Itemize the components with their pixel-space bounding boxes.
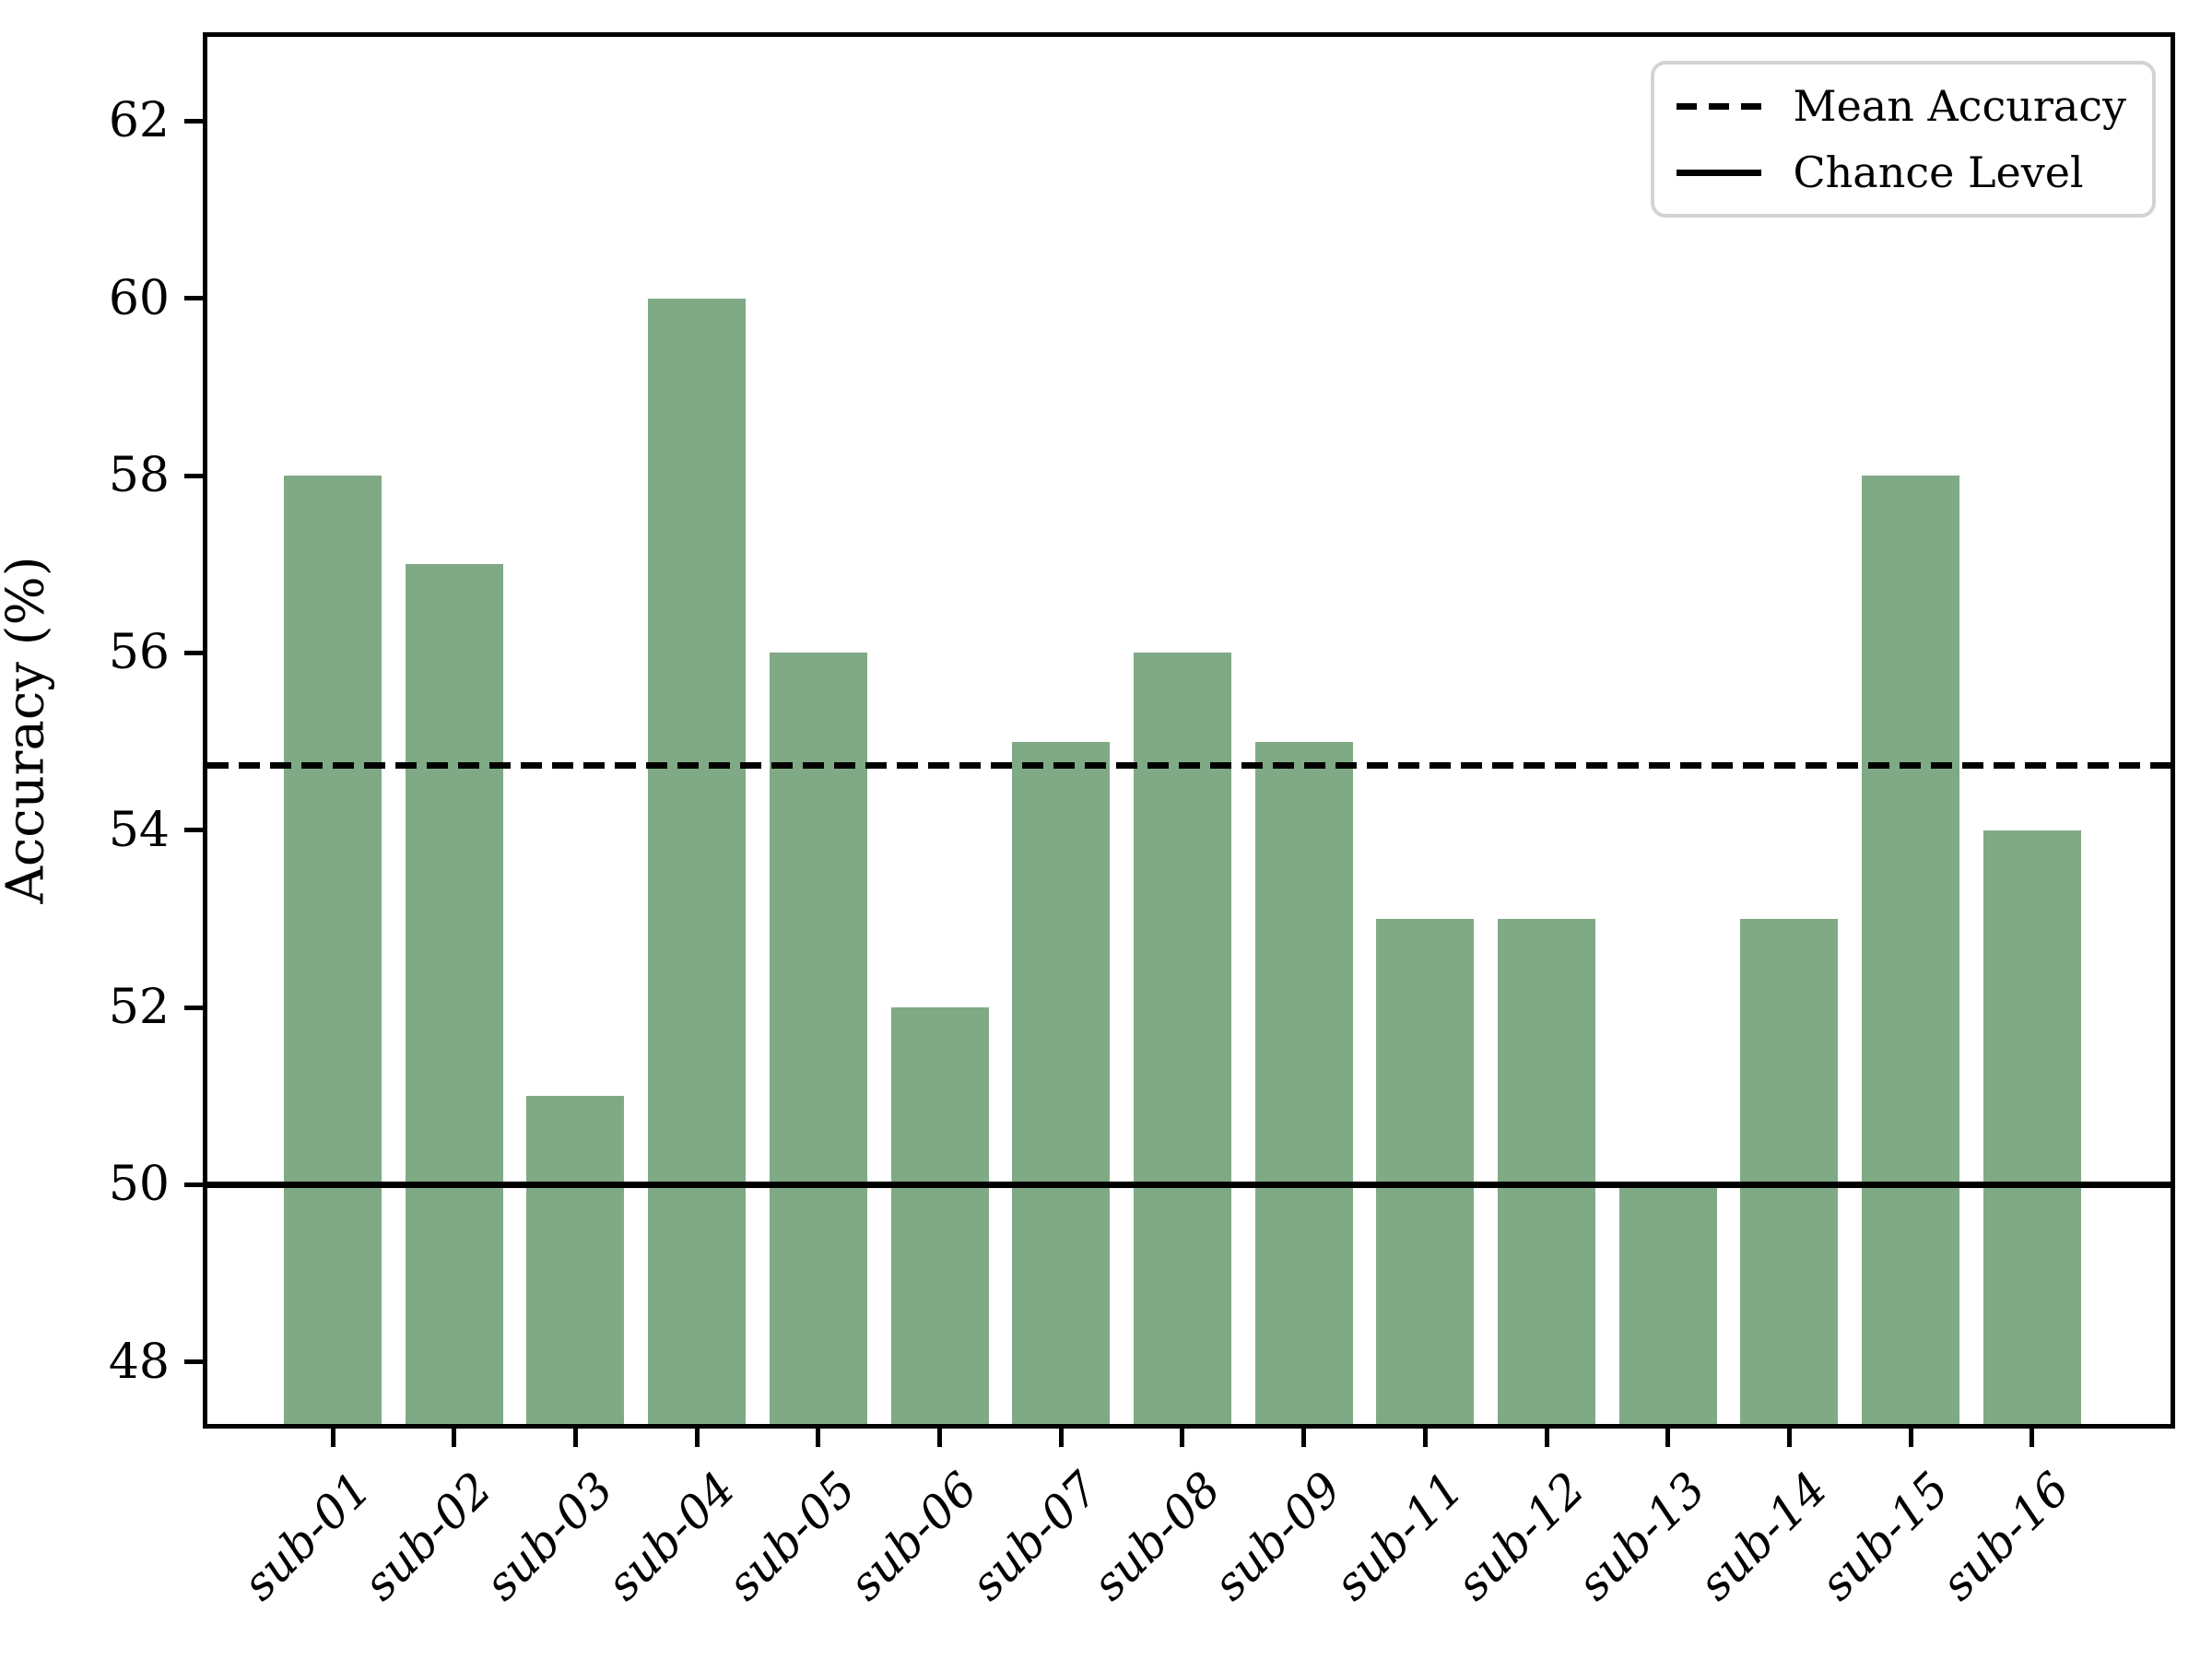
bar-sub-16 <box>1983 830 2081 1424</box>
bar-sub-06 <box>890 1007 989 1424</box>
x-tick-label-sub-07: sub-07 <box>959 1462 1110 1611</box>
x-tick-label-sub-05: sub-05 <box>717 1462 866 1611</box>
bottom-spine <box>203 1424 2175 1429</box>
y-tick-label-52: 52 <box>108 980 170 1036</box>
x-tick-sub-16 <box>2030 1424 2035 1447</box>
y-tick-48 <box>184 1359 207 1365</box>
x-tick-label-sub-13: sub-13 <box>1567 1462 1716 1611</box>
bar-sub-15 <box>1862 476 1960 1424</box>
legend-label: Mean Accuracy <box>1793 81 2126 131</box>
top-spine <box>203 32 2175 37</box>
x-tick-label-sub-14: sub-14 <box>1688 1462 1838 1611</box>
y-tick-label-48: 48 <box>108 1334 170 1390</box>
bar-sub-12 <box>1498 918 1595 1424</box>
x-tick-label-sub-11: sub-11 <box>1324 1462 1474 1611</box>
bar-sub-04 <box>648 298 747 1424</box>
legend-item-mean-accuracy: Mean Accuracy <box>1677 81 2126 131</box>
x-tick-sub-07 <box>1058 1424 1064 1447</box>
left-spine <box>203 32 207 1429</box>
y-tick-label-58: 58 <box>108 448 170 504</box>
x-tick-sub-12 <box>1544 1424 1549 1447</box>
bar-sub-07 <box>1012 741 1111 1424</box>
x-tick-label-sub-03: sub-03 <box>475 1462 624 1611</box>
x-tick-sub-04 <box>694 1424 700 1447</box>
mean-accuracy-line <box>207 761 2171 769</box>
bar-sub-05 <box>769 653 867 1424</box>
x-tick-sub-11 <box>1422 1424 1428 1447</box>
y-tick-56 <box>184 650 207 655</box>
x-tick-label-sub-04: sub-04 <box>595 1462 746 1611</box>
x-tick-label-sub-02: sub-02 <box>353 1462 502 1611</box>
y-tick-60 <box>184 296 207 301</box>
chance-level-line <box>207 1181 2171 1188</box>
y-tick-label-54: 54 <box>108 802 170 858</box>
legend-item-chance-level: Chance Level <box>1677 147 2126 197</box>
y-tick-label-50: 50 <box>108 1157 170 1213</box>
y-tick-label-60: 60 <box>108 270 170 326</box>
bar-sub-13 <box>1618 1184 1717 1424</box>
x-tick-sub-06 <box>937 1424 942 1447</box>
x-tick-sub-14 <box>1786 1424 1792 1447</box>
y-tick-62 <box>184 118 207 124</box>
plot-area: Mean Accuracy Chance Level <box>203 32 2175 1429</box>
bar-sub-03 <box>526 1096 625 1424</box>
x-tick-label-sub-12: sub-12 <box>1445 1462 1595 1611</box>
bar-sub-02 <box>405 564 503 1424</box>
bar-sub-09 <box>1254 741 1353 1424</box>
x-tick-label-sub-15: sub-15 <box>1809 1462 1959 1611</box>
x-tick-sub-13 <box>1665 1424 1671 1447</box>
right-spine <box>2171 32 2175 1429</box>
x-tick-label-sub-09: sub-09 <box>1203 1462 1352 1611</box>
y-tick-54 <box>184 828 207 833</box>
dashed-line-icon <box>1677 102 1762 110</box>
x-tick-sub-08 <box>1180 1424 1185 1447</box>
y-tick-label-56: 56 <box>108 625 170 681</box>
x-tick-label-sub-16: sub-16 <box>1931 1462 2080 1611</box>
bar-sub-11 <box>1376 918 1475 1424</box>
x-tick-sub-01 <box>330 1424 335 1447</box>
x-tick-sub-02 <box>452 1424 457 1447</box>
legend-label: Chance Level <box>1793 147 2084 197</box>
x-tick-sub-15 <box>1908 1424 1913 1447</box>
bar-sub-14 <box>1740 918 1839 1424</box>
bar-sub-01 <box>284 476 382 1424</box>
x-tick-sub-05 <box>816 1424 821 1447</box>
solid-line-icon <box>1677 169 1762 176</box>
y-tick-58 <box>184 473 207 478</box>
x-tick-label-sub-08: sub-08 <box>1081 1462 1231 1611</box>
y-tick-label-62: 62 <box>108 93 170 149</box>
y-tick-52 <box>184 1005 207 1010</box>
x-tick-sub-03 <box>572 1424 578 1447</box>
bar-sub-08 <box>1133 653 1231 1424</box>
x-tick-sub-09 <box>1301 1424 1307 1447</box>
x-tick-label-sub-01: sub-01 <box>231 1462 382 1611</box>
x-tick-label-sub-06: sub-06 <box>839 1462 988 1611</box>
legend: Mean Accuracy Chance Level <box>1651 61 2156 218</box>
y-tick-50 <box>184 1182 207 1187</box>
